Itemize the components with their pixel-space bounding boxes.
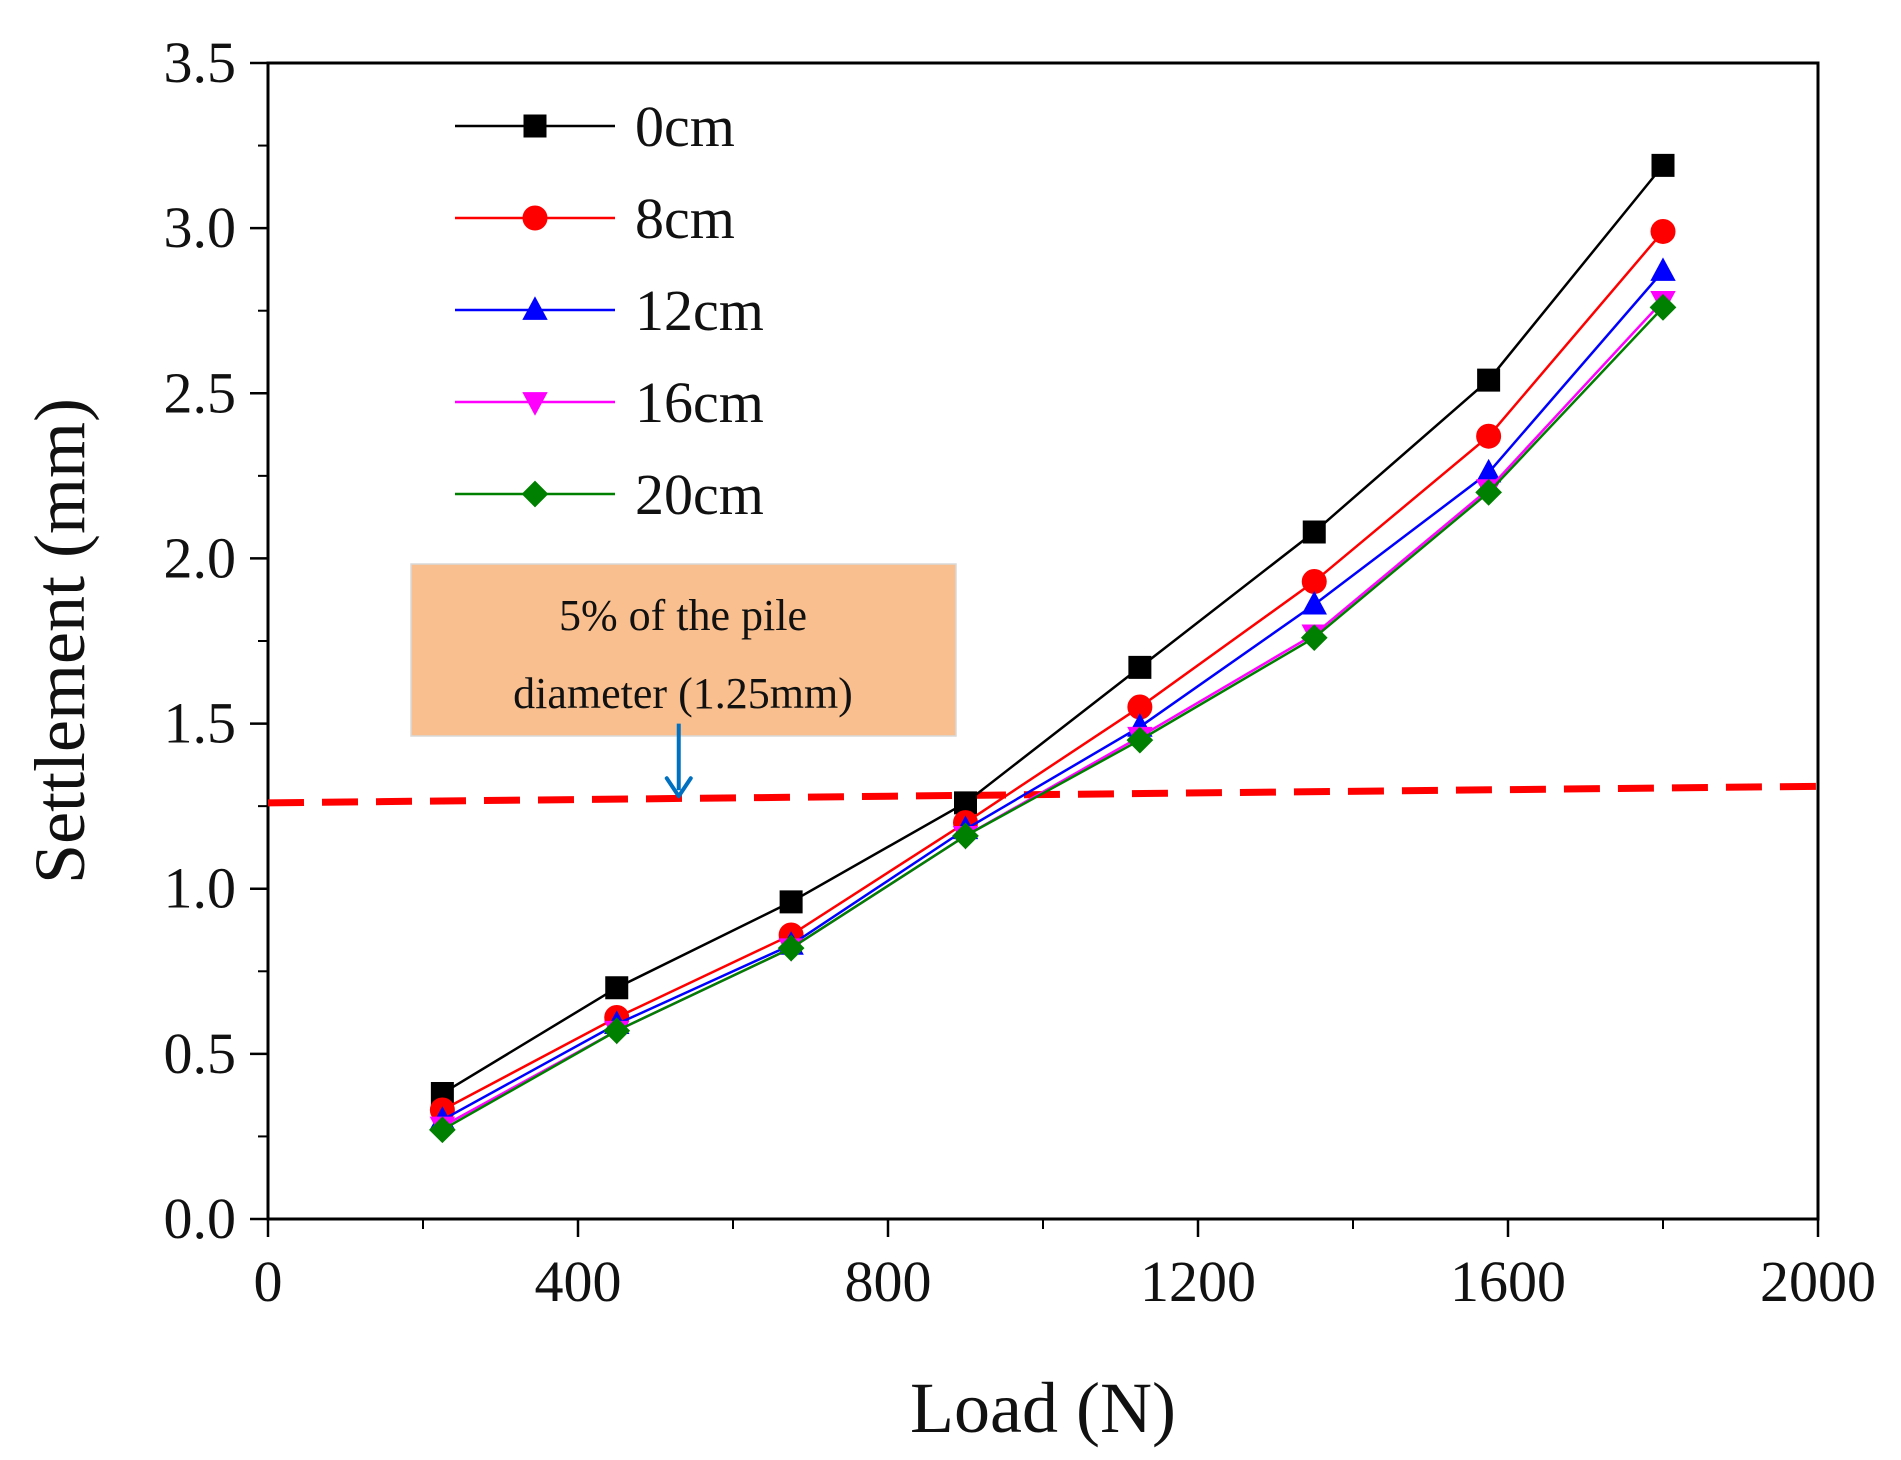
series-marker-4-7 [1649,294,1677,321]
series-marker-0-4 [1128,655,1152,679]
x-tick-label: 1200 [1140,1249,1256,1314]
series-marker-4-3 [952,822,979,850]
x-axis-label: Load (N) [910,1368,1176,1448]
plot-frame-group [250,61,1820,1237]
x-tick-label: 1600 [1450,1249,1566,1314]
annotation-box [410,563,957,737]
series-marker-2-7 [1650,257,1676,281]
legend-marker-4 [521,480,549,508]
axes-text-group: 0 400 800 1200 1600 2000 0.0 0.5 1.0 1.5 2.0 2.5 3.0… [20,30,1876,1448]
series-marker-4-4 [1126,726,1154,754]
series-line-2 [441,270,1664,1122]
x-tick-label: 0 [254,1249,283,1314]
y-axis-label: Settlement (mm) [20,398,100,884]
y-tick-label: 3.5 [164,30,237,95]
y-tick-label: 0.0 [164,1186,237,1251]
series-marker-0-3 [954,791,977,815]
series-marker-4-2 [777,934,805,962]
series-group [429,153,1677,1144]
legend-item-4: 20cm [455,462,764,527]
legend-label-0: 0cm [635,94,735,159]
series-marker-0-5 [1302,520,1326,544]
series-marker-1-6 [1476,423,1502,449]
x-tick-label: 2000 [1760,1249,1876,1314]
legend-group: 0cm 8cm 12cm 16cm 20cm [455,94,764,527]
annotation-arrow-head [664,776,693,799]
series-marker-4-1 [603,1017,631,1045]
legend-item-1: 8cm [455,186,735,251]
legend-label-2: 12cm [635,278,764,343]
series-marker-4-5 [1300,624,1328,652]
y-tick-label: 1.0 [164,856,237,921]
legend-label-1: 8cm [635,186,735,251]
legend-marker-1 [522,205,548,231]
x-tick-label: 800 [845,1249,932,1314]
legend-marker-3 [522,392,548,416]
series-marker-0-2 [779,890,803,914]
series-marker-0-6 [1477,368,1501,392]
series-line-4 [441,306,1664,1131]
legend-marker-0 [523,114,547,138]
y-tick-label: 2.0 [164,525,237,590]
annotation-line-1: 5% of the pile [559,591,807,640]
y-tick-label: 3.0 [164,195,237,260]
legend-item-3: 16cm [455,370,764,435]
y-tick-label: 2.5 [164,360,237,425]
series-marker-0-1 [605,976,629,1000]
series-line-0 [441,164,1664,1095]
y-tick-label: 0.5 [164,1021,237,1086]
x-tick-label: 400 [535,1249,622,1314]
series-4 [429,294,1677,1144]
series-marker-1-7 [1650,218,1676,244]
legend-marker-2 [522,296,548,320]
legend-label-3: 16cm [635,370,764,435]
series-marker-0-7 [1651,153,1675,177]
series-marker-1-5 [1301,569,1327,595]
annotation-group: 5% of the pile diameter (1.25mm) [410,563,957,799]
series-marker-4-0 [429,1116,456,1144]
series-marker-4-6 [1475,479,1502,506]
y-tick-label: 1.5 [164,691,237,756]
annotation-line-2: diameter (1.25mm) [513,669,853,718]
legend-label-4: 20cm [635,462,764,527]
legend-item-0: 0cm [455,94,735,159]
series-marker-2-5 [1301,590,1327,615]
legend-item-2: 12cm [455,278,764,343]
series-line-1 [441,230,1664,1112]
